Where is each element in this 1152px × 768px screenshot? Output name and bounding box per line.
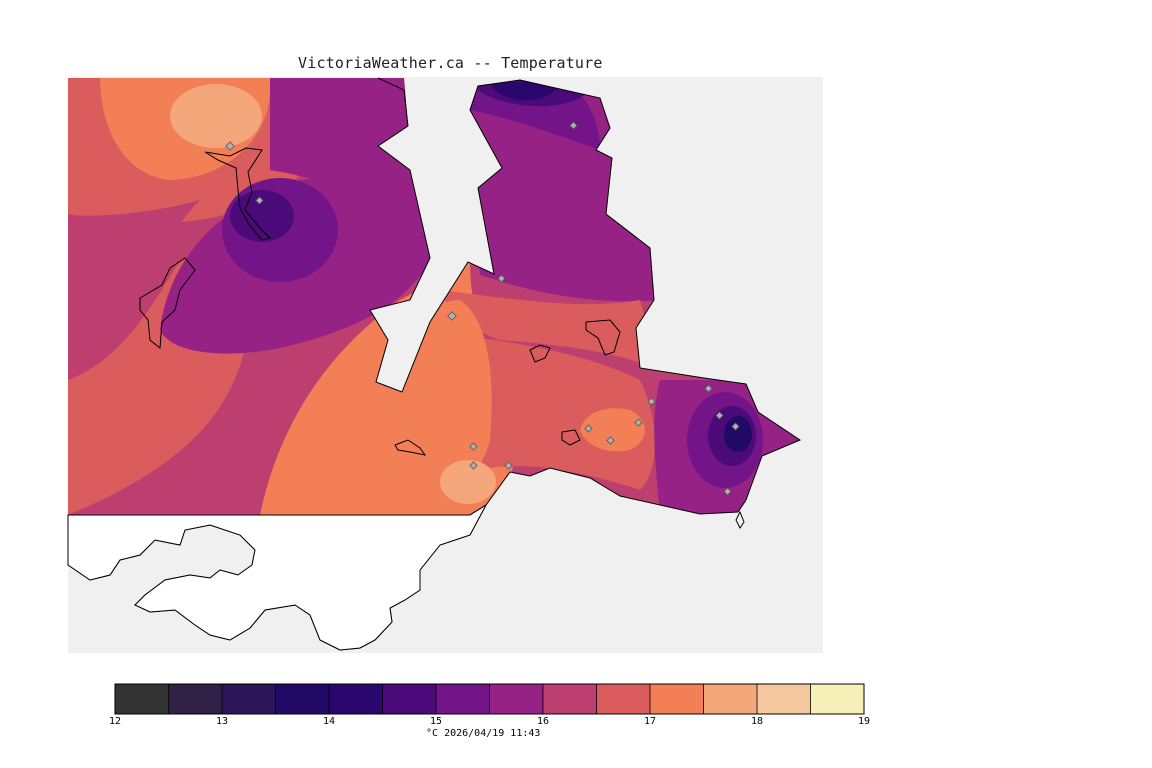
legend-swatch [329, 684, 383, 714]
station-marker[interactable] [497, 274, 506, 283]
legend-swatch [275, 684, 329, 714]
legend-swatch [382, 684, 436, 714]
station-marker[interactable] [447, 311, 457, 321]
legend-swatch [489, 684, 543, 714]
color-legend-bar [114, 683, 865, 715]
inlet-coast [204, 147, 271, 241]
temp-band-14-5-center [230, 190, 294, 242]
temp-band-17-east [580, 408, 645, 452]
south-lake-coast [394, 439, 427, 456]
station-marker[interactable] [731, 422, 740, 431]
temp-band-16-5-southwest-2 [68, 320, 250, 515]
station-marker[interactable] [469, 461, 478, 470]
legend-swatch [543, 684, 597, 714]
station-marker[interactable] [584, 424, 593, 433]
legend-tick-label: 12 [108, 716, 122, 727]
temp-band-16-5-middle [440, 290, 660, 370]
temp-band-17-5-south [440, 460, 496, 504]
temp-band-17-5-north [170, 84, 262, 148]
legend-caption: °C 2026/04/19 11:43 [426, 728, 540, 739]
legend-unit: °C [426, 728, 439, 739]
legend-frame [114, 683, 865, 715]
small-lake-coast [529, 344, 551, 363]
legend-swatch [703, 684, 757, 714]
station-marker[interactable] [704, 384, 713, 393]
station-marker[interactable] [504, 461, 513, 470]
legend-tick-label: 18 [750, 716, 764, 727]
legend-swatch [436, 684, 490, 714]
temp-band-15-5-north [270, 78, 430, 260]
legend-swatch [810, 684, 864, 714]
legend-tick-label: 15 [429, 716, 443, 727]
temp-band-14-northeast [490, 82, 560, 101]
station-marker[interactable] [606, 436, 615, 445]
lake-coast [585, 319, 621, 356]
main-coastline [369, 77, 802, 516]
legend-tick-label: 14 [322, 716, 336, 727]
legend-swatch [222, 684, 276, 714]
legend-swatch [596, 684, 650, 714]
station-marker[interactable] [634, 418, 643, 427]
east-point-coast [735, 510, 745, 529]
station-markers [225, 121, 740, 496]
station-marker[interactable] [569, 121, 578, 130]
map-title: VictoriaWeather.ca -- Temperature [298, 54, 603, 72]
station-marker[interactable] [225, 141, 235, 151]
legend-timestamp: 2026/04/19 11:43 [444, 728, 541, 739]
legend-tick-label: 17 [643, 716, 657, 727]
west-island-coast [139, 257, 196, 349]
south-landmass [67, 503, 488, 651]
legend-swatch [757, 684, 811, 714]
station-marker[interactable] [647, 397, 656, 406]
legend-swatch [650, 684, 704, 714]
legend-swatch [168, 684, 222, 714]
harbour-coast [561, 429, 581, 446]
station-marker[interactable] [715, 411, 724, 420]
station-marker[interactable] [469, 442, 478, 451]
legend-tick-label: 19 [857, 716, 871, 727]
legend-swatch [115, 684, 169, 714]
legend-tick-label: 16 [536, 716, 550, 727]
temp-band-13-5-east [724, 416, 752, 452]
temperature-field [68, 78, 800, 515]
station-marker[interactable] [723, 487, 732, 496]
legend-tick-label: 13 [215, 716, 229, 727]
station-marker[interactable] [255, 196, 264, 205]
